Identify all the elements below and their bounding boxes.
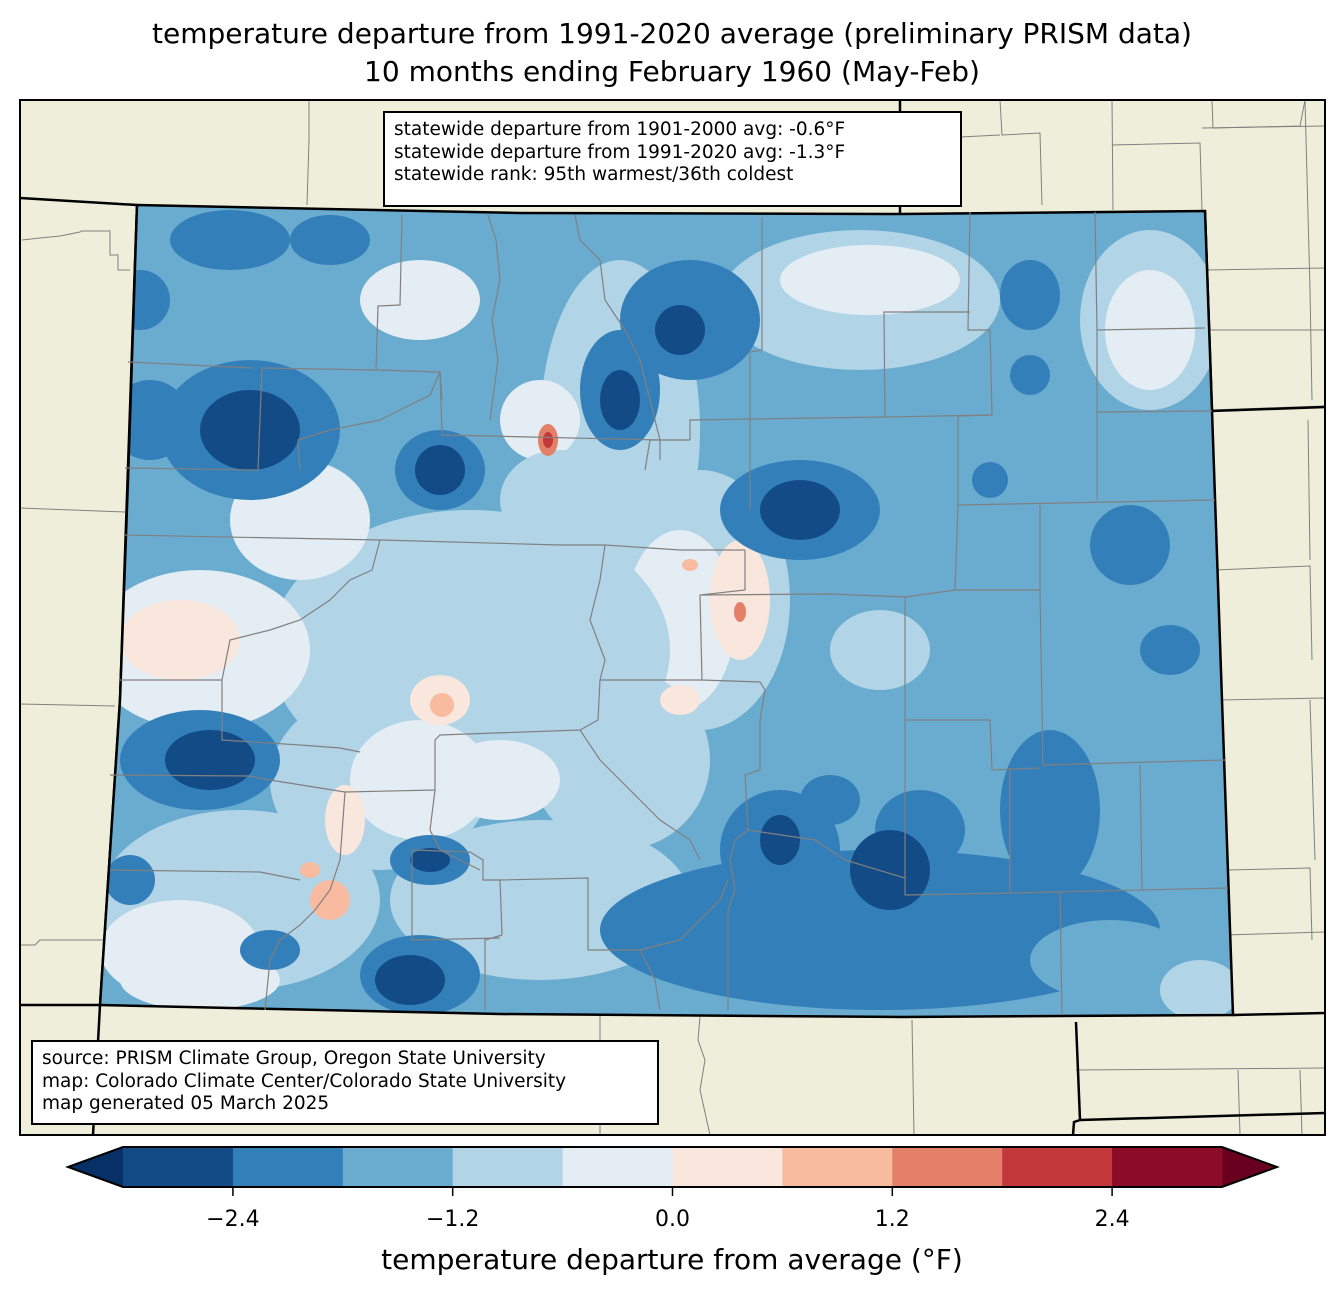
raster-contour xyxy=(800,775,860,825)
raster-contour xyxy=(530,670,710,850)
raster-contour xyxy=(1000,730,1100,890)
raster-contour xyxy=(850,830,930,910)
raster-contour xyxy=(410,848,450,872)
raster-contour xyxy=(200,390,300,470)
raster-contour xyxy=(1000,260,1060,330)
colorbar-tick-label: −2.4 xyxy=(206,1207,260,1232)
colorbar-segment xyxy=(123,1147,234,1187)
raster-warm-contour xyxy=(543,432,553,448)
raster-contour xyxy=(1010,355,1050,395)
raster-contour xyxy=(500,380,580,460)
raster-warm-contour xyxy=(734,602,746,622)
raster-contour xyxy=(120,600,240,680)
colorbar-segment xyxy=(1112,1147,1223,1187)
credits-box: source: PRISM Climate Group, Oregon Stat… xyxy=(31,1040,659,1125)
raster-contour xyxy=(780,245,960,315)
raster-contour xyxy=(360,260,480,340)
colorbar-segment xyxy=(342,1147,454,1187)
map-frame xyxy=(19,99,1326,1136)
raster-contour xyxy=(240,930,300,970)
raster-warm-contour xyxy=(682,559,698,571)
colorbar-under-extension xyxy=(68,1147,123,1187)
temperature-departure-raster xyxy=(100,205,1233,1017)
stats-line-1991-2020: statewide departure from 1991-2020 avg: … xyxy=(394,141,846,163)
stats-line-1901-2000: statewide departure from 1901-2000 avg: … xyxy=(394,119,846,140)
credits-source: source: PRISM Climate Group, Oregon Stat… xyxy=(42,1048,546,1069)
raster-contour xyxy=(760,480,840,540)
colorbar-tick-label: 2.4 xyxy=(1094,1207,1130,1232)
colorbar-over-extension xyxy=(1222,1147,1277,1187)
colorbar-tick-label: 0.0 xyxy=(655,1207,690,1232)
raster-contour xyxy=(760,815,800,865)
raster-contour xyxy=(290,215,370,265)
raster-contour xyxy=(1030,920,1190,1000)
raster-contour xyxy=(1140,625,1200,675)
colorbar-tick-label: 1.2 xyxy=(874,1207,910,1232)
raster-contour xyxy=(440,740,560,820)
raster-contour xyxy=(170,210,290,270)
colorado-county-lines xyxy=(109,211,1229,1016)
raster-warm-contour xyxy=(300,862,320,878)
colorbar-segment xyxy=(232,1147,344,1187)
raster-warm-contour xyxy=(430,693,454,717)
colorbar-segment xyxy=(452,1147,564,1187)
raster-contour xyxy=(710,540,770,660)
colorbar-outline xyxy=(65,1146,1280,1188)
raster-contour xyxy=(105,855,155,905)
credits-generated: map generated 05 March 2025 xyxy=(42,1093,330,1114)
statewide-stats-box: statewide departure from 1901-2000 avg: … xyxy=(383,111,962,207)
raster-contour xyxy=(500,450,620,550)
raster-contour xyxy=(310,880,350,920)
raster-contour xyxy=(600,370,640,430)
raster-contour xyxy=(375,955,445,1005)
raster-contour xyxy=(1090,505,1170,585)
credits-map: map: Colorado Climate Center/Colorado St… xyxy=(42,1070,567,1092)
colorbar-segment xyxy=(782,1147,893,1187)
stats-line-rank: statewide rank: 95th warmest/36th coldes… xyxy=(394,164,794,185)
map-title-line2: 10 months ending February 1960 (May-Feb) xyxy=(364,55,980,88)
colorbar-segment xyxy=(892,1147,1003,1187)
colorbar-segment xyxy=(562,1147,673,1187)
raster-contour xyxy=(1160,960,1233,1017)
raster-contour xyxy=(1105,270,1195,390)
raster-contour xyxy=(165,730,255,790)
raster-warm-contour xyxy=(660,685,700,715)
raster-contour xyxy=(830,610,930,690)
raster-contour xyxy=(120,950,280,1010)
colorbar-tick-label: −1.2 xyxy=(425,1207,480,1232)
colorbar-label: temperature departure from average (°F) xyxy=(381,1243,963,1276)
raster-contour xyxy=(655,305,705,355)
raster-contour xyxy=(325,785,365,855)
colorbar-segment xyxy=(1002,1147,1113,1187)
raster-contour xyxy=(415,445,465,495)
map-title-line1: temperature departure from 1991-2020 ave… xyxy=(152,17,1192,50)
raster-contour xyxy=(350,720,490,840)
raster-contour xyxy=(972,462,1008,498)
colorado-border xyxy=(98,203,1235,1019)
colorbar xyxy=(65,1146,1280,1196)
colorbar-segment xyxy=(672,1147,783,1187)
